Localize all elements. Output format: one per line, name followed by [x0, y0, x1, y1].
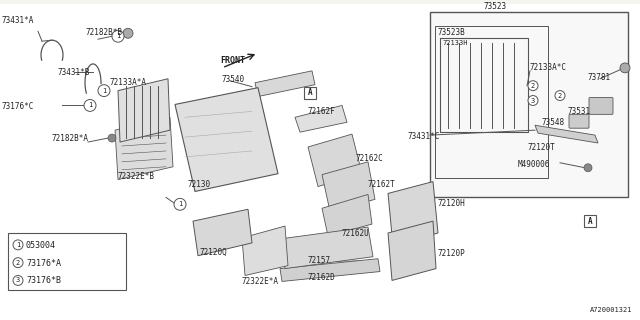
Circle shape — [555, 91, 565, 100]
Text: 72322E*B: 72322E*B — [118, 172, 155, 181]
Text: 73431*A: 73431*A — [2, 16, 35, 26]
Text: 72133A*C: 72133A*C — [530, 63, 567, 72]
Text: 73176*A: 73176*A — [26, 259, 61, 268]
Circle shape — [528, 96, 538, 106]
Polygon shape — [118, 79, 170, 142]
Text: 72120P: 72120P — [438, 249, 466, 258]
Polygon shape — [388, 221, 436, 280]
Text: A: A — [588, 217, 592, 226]
Text: 72162U: 72162U — [342, 229, 370, 238]
Bar — [435, 26, 548, 178]
Polygon shape — [175, 88, 278, 191]
Text: 72120H: 72120H — [438, 199, 466, 208]
Circle shape — [108, 134, 116, 142]
Text: FRONT: FRONT — [220, 56, 245, 65]
Text: 053004: 053004 — [26, 241, 56, 250]
Text: 72162T: 72162T — [368, 180, 396, 188]
Text: 2: 2 — [558, 92, 562, 99]
Text: 73531: 73531 — [568, 108, 591, 116]
Circle shape — [584, 164, 592, 172]
Text: 73431*C: 73431*C — [408, 132, 440, 141]
Bar — [440, 38, 528, 132]
Circle shape — [174, 198, 186, 210]
Text: 73548: 73548 — [542, 118, 565, 127]
Text: 72133A*A: 72133A*A — [110, 78, 147, 87]
FancyBboxPatch shape — [589, 98, 613, 114]
Circle shape — [84, 100, 96, 111]
Polygon shape — [388, 181, 438, 246]
Text: 1: 1 — [116, 33, 120, 39]
Text: A720001321: A720001321 — [589, 307, 632, 313]
Text: 72162D: 72162D — [308, 273, 336, 282]
Bar — [304, 87, 316, 99]
Text: 1: 1 — [16, 242, 20, 248]
Text: 73523B: 73523B — [438, 28, 466, 37]
Text: 2: 2 — [531, 83, 535, 89]
Text: 72162F: 72162F — [307, 108, 335, 116]
Text: 73540: 73540 — [222, 75, 245, 84]
Circle shape — [123, 28, 133, 38]
Circle shape — [13, 240, 23, 250]
Text: A: A — [308, 88, 312, 97]
Text: 72322E*A: 72322E*A — [242, 277, 279, 286]
Polygon shape — [308, 134, 362, 187]
Text: 72120T: 72120T — [527, 143, 555, 152]
Polygon shape — [280, 259, 380, 281]
Text: 72133H: 72133H — [442, 40, 467, 46]
Text: M490006: M490006 — [518, 160, 550, 169]
Polygon shape — [535, 125, 598, 143]
Polygon shape — [280, 227, 373, 268]
Text: 1: 1 — [102, 88, 106, 94]
Polygon shape — [255, 71, 315, 97]
Circle shape — [620, 63, 630, 73]
Circle shape — [528, 81, 538, 91]
Text: 3: 3 — [16, 277, 20, 284]
Text: 72120Q: 72120Q — [200, 248, 228, 257]
Text: 72157: 72157 — [308, 256, 331, 265]
Text: 1: 1 — [88, 102, 92, 108]
Circle shape — [112, 30, 124, 42]
Text: 73431*B: 73431*B — [58, 68, 90, 77]
Circle shape — [13, 258, 23, 268]
Bar — [8, 233, 126, 290]
Polygon shape — [193, 209, 252, 256]
Polygon shape — [322, 195, 372, 236]
Text: 73176*C: 73176*C — [2, 102, 35, 111]
Text: 72130: 72130 — [188, 180, 211, 188]
Polygon shape — [295, 106, 347, 132]
Polygon shape — [322, 162, 375, 211]
Bar — [584, 215, 596, 227]
Text: 1: 1 — [178, 201, 182, 207]
Polygon shape — [115, 117, 173, 180]
Text: 72182B*B: 72182B*B — [86, 28, 123, 37]
Circle shape — [98, 85, 110, 97]
Polygon shape — [242, 226, 288, 276]
Bar — [430, 12, 628, 197]
Text: 73781: 73781 — [588, 73, 611, 82]
FancyBboxPatch shape — [569, 114, 589, 128]
Text: 72162C: 72162C — [355, 154, 383, 163]
Text: 2: 2 — [16, 260, 20, 266]
Text: 3: 3 — [531, 98, 535, 103]
Text: 72182B*A: 72182B*A — [52, 134, 89, 143]
Text: 73176*B: 73176*B — [26, 276, 61, 285]
Circle shape — [13, 276, 23, 285]
Text: 73523: 73523 — [483, 2, 507, 11]
